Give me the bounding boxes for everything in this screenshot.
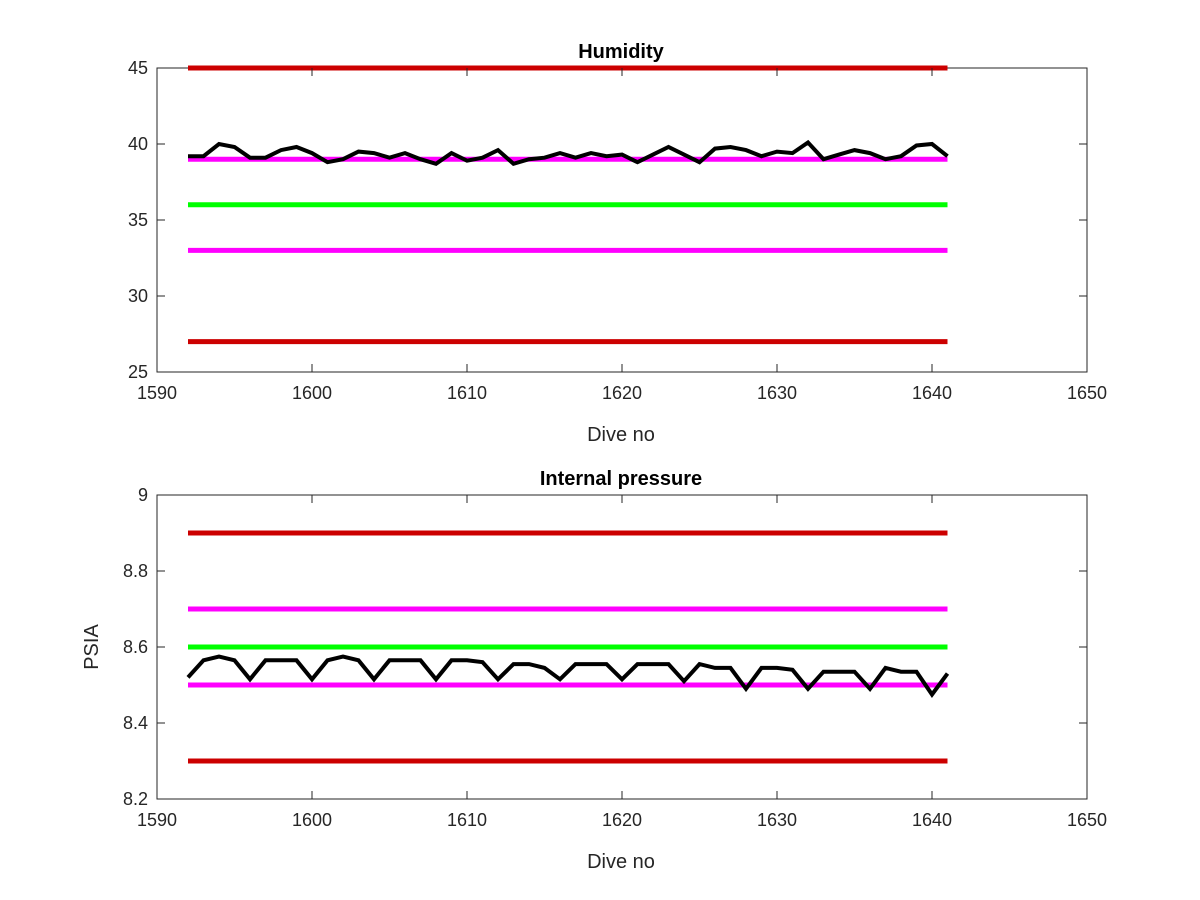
y-tick-label: 30 [128, 286, 148, 306]
y-tick-label: 8.6 [123, 637, 148, 657]
y-tick-label: 8.4 [123, 713, 148, 733]
series-lines [188, 139, 949, 167]
x-tick-label: 1650 [1067, 383, 1107, 403]
x-tick-label: 1600 [292, 810, 332, 830]
y-tick-label: 9 [138, 485, 148, 505]
x-tick-label: 1610 [447, 383, 487, 403]
internal-pressure-chart: Internal pressure 1590 1600 1610 1620 1630 16… [81, 468, 1107, 873]
y-tick-label: 45 [128, 58, 148, 78]
y-axis-label: PSIA [81, 624, 103, 670]
humidity-chart: Humidity 1590 1600 1610 1620 1630 1640 1650 25… [128, 41, 1107, 446]
series-lines [186, 654, 950, 698]
reference-lines [188, 530, 948, 764]
x-tick-label: 1640 [912, 810, 952, 830]
x-tick-label: 1630 [757, 383, 797, 403]
data-series-line [186, 654, 950, 698]
plot-area [156, 67, 1088, 373]
x-tick-label: 1650 [1067, 810, 1107, 830]
x-tick-label: 1590 [137, 383, 177, 403]
chart-title: Internal pressure [540, 468, 702, 490]
y-tick-label: 8.8 [123, 561, 148, 581]
y-tick-label: 8.2 [123, 789, 148, 809]
x-tick-label: 1630 [757, 810, 797, 830]
data-series-line [188, 139, 949, 167]
y-axis-ticks: 8.2 8.4 8.6 8.8 9 [123, 485, 1087, 809]
y-axis-ticks: 25 30 35 40 45 [128, 58, 1087, 382]
x-axis-label: Dive no [587, 851, 655, 873]
x-tick-label: 1590 [137, 810, 177, 830]
x-tick-label: 1610 [447, 810, 487, 830]
y-tick-label: 40 [128, 134, 148, 154]
x-axis-ticks: 1590 1600 1610 1620 1630 1640 1650 [137, 68, 1107, 403]
y-tick-label: 35 [128, 210, 148, 230]
x-tick-label: 1620 [602, 383, 642, 403]
x-axis-ticks: 1590 1600 1610 1620 1630 1640 1650 [137, 495, 1107, 830]
x-tick-label: 1600 [292, 383, 332, 403]
y-tick-label: 25 [128, 362, 148, 382]
x-tick-label: 1620 [602, 810, 642, 830]
chart-title: Humidity [578, 41, 664, 63]
x-axis-label: Dive no [587, 424, 655, 446]
x-tick-label: 1640 [912, 383, 952, 403]
